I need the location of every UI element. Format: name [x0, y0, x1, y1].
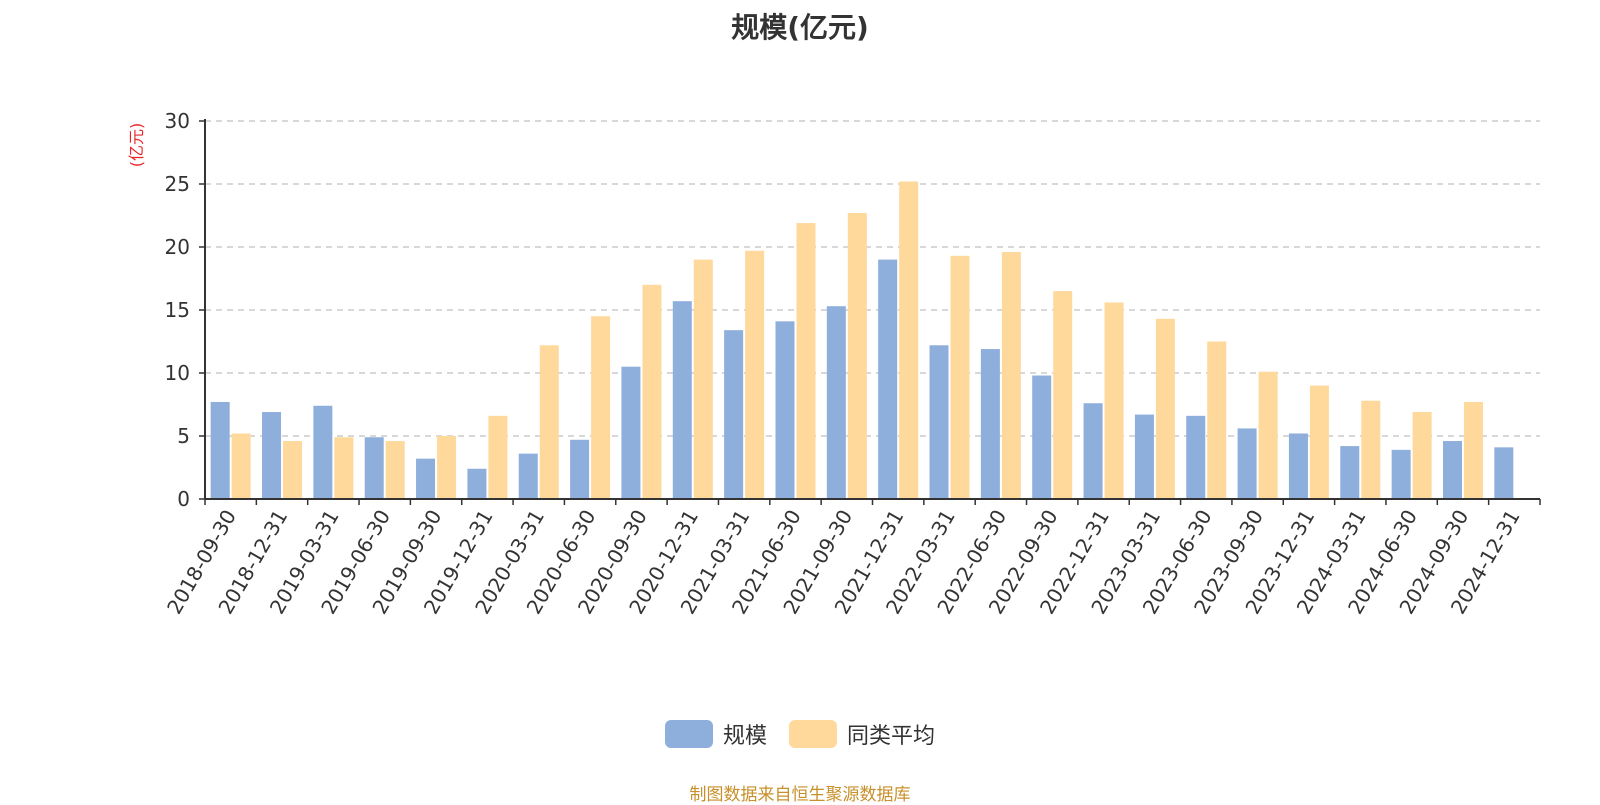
bar-peer-average[interactable] [1361, 400, 1381, 499]
bar-scale[interactable] [775, 321, 795, 499]
bar-peer-average[interactable] [693, 259, 713, 499]
legend-label-peer-average: 同类平均 [847, 724, 936, 749]
bar-peer-average[interactable] [1001, 252, 1021, 499]
bar-scale[interactable] [1494, 447, 1514, 499]
y-tick-label: 15 [165, 298, 190, 322]
bar-scale[interactable] [1288, 433, 1308, 499]
bar-scale[interactable] [570, 439, 590, 499]
legend-label-scale: 规模 [722, 724, 767, 749]
bar-peer-average[interactable] [231, 433, 251, 499]
axes [199, 119, 1541, 505]
bar-scale[interactable] [1134, 414, 1154, 499]
legend-swatch-scale [664, 720, 713, 748]
y-tick-label: 30 [165, 109, 190, 133]
bar-scale[interactable] [518, 453, 538, 499]
bar-scale[interactable] [1083, 403, 1103, 499]
bar-scale[interactable] [724, 330, 744, 499]
y-tick-label: 5 [177, 424, 190, 448]
bar-peer-average[interactable] [1258, 371, 1278, 499]
bar-peer-average[interactable] [539, 345, 559, 499]
bar-scale[interactable] [210, 401, 230, 499]
legend-swatch-peer-average [789, 720, 837, 748]
bar-scale[interactable] [1186, 415, 1206, 499]
bar-scale[interactable] [467, 468, 487, 499]
bar-scale[interactable] [364, 437, 384, 499]
bar-peer-average[interactable] [899, 181, 919, 500]
gridlines [205, 120, 1540, 437]
y-tick-label: 25 [165, 172, 190, 196]
bar-peer-average[interactable] [796, 223, 816, 499]
bar-scale[interactable] [621, 366, 641, 499]
legend: 规模 同类平均 [0, 718, 1600, 750]
bar-scale[interactable] [878, 259, 898, 499]
legend-item-scale[interactable]: 规模 [664, 718, 767, 750]
bar-scale[interactable] [1237, 428, 1257, 499]
bar-peer-average[interactable] [1207, 341, 1227, 500]
bar-peer-average[interactable] [745, 250, 765, 499]
bar-peer-average[interactable] [642, 284, 662, 499]
y-tick-label: 20 [165, 235, 190, 259]
y-tick-label: 10 [165, 361, 190, 385]
bar-peer-average[interactable] [950, 255, 970, 499]
bar-peer-average[interactable] [437, 436, 457, 499]
bar-scale[interactable] [416, 458, 436, 499]
bar-peer-average[interactable] [385, 441, 405, 499]
bar-peer-average[interactable] [283, 441, 303, 499]
bar-peer-average[interactable] [591, 316, 611, 499]
bar-scale[interactable] [929, 345, 949, 499]
bar-peer-average[interactable] [1104, 302, 1124, 499]
bar-peer-average[interactable] [488, 415, 508, 499]
bar-scale[interactable] [262, 412, 282, 499]
bar-scale[interactable] [826, 306, 846, 499]
bar-scale[interactable] [1340, 446, 1360, 499]
bars [210, 181, 1514, 500]
bar-scale[interactable] [313, 405, 333, 499]
bar-scale[interactable] [1442, 441, 1462, 499]
bar-scale[interactable] [980, 349, 1000, 499]
bar-peer-average[interactable] [1155, 318, 1175, 499]
bar-peer-average[interactable] [1412, 412, 1432, 499]
bar-peer-average[interactable] [847, 212, 867, 500]
y-axis-unit-label: (亿元) [127, 123, 146, 168]
tick-labels: 051015202530(亿元)2018-09-302018-12-312019… [127, 109, 1525, 618]
legend-item-peer-average[interactable]: 同类平均 [789, 718, 935, 750]
source-note: 制图数据来自恒生聚源数据库 [689, 785, 911, 805]
y-tick-label: 0 [177, 487, 190, 511]
bar-scale[interactable] [1391, 449, 1411, 499]
bar-scale[interactable] [1032, 375, 1052, 499]
bar-peer-average[interactable] [1309, 385, 1329, 499]
bar-peer-average[interactable] [1053, 291, 1073, 499]
bar-peer-average[interactable] [1463, 401, 1483, 499]
bar-scale[interactable] [672, 301, 692, 499]
chart-title: 规模(亿元) [731, 11, 869, 44]
bar-peer-average[interactable] [334, 437, 354, 499]
